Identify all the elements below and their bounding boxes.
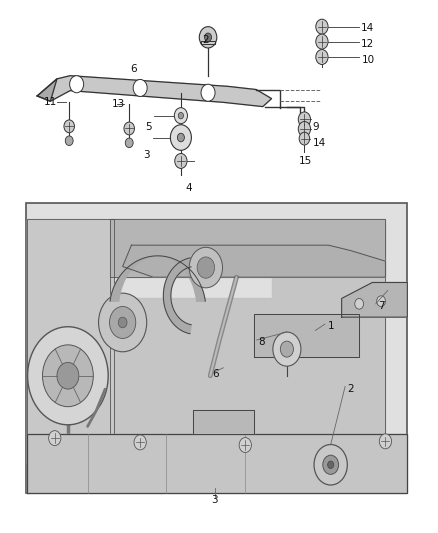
Text: 14: 14 — [313, 138, 326, 148]
Circle shape — [99, 293, 147, 352]
Circle shape — [175, 154, 187, 168]
Text: 12: 12 — [361, 39, 374, 49]
Circle shape — [134, 435, 146, 450]
Polygon shape — [110, 256, 205, 301]
Text: 6: 6 — [212, 369, 219, 379]
Circle shape — [355, 298, 364, 309]
Polygon shape — [342, 282, 407, 317]
Circle shape — [316, 34, 328, 49]
Circle shape — [197, 257, 215, 278]
Circle shape — [379, 434, 392, 449]
Text: 15: 15 — [299, 156, 312, 166]
Circle shape — [205, 33, 212, 42]
Text: 9: 9 — [312, 122, 319, 132]
Circle shape — [314, 445, 347, 485]
Circle shape — [323, 455, 339, 474]
Circle shape — [177, 133, 184, 142]
Polygon shape — [254, 314, 359, 357]
Circle shape — [57, 362, 79, 389]
Polygon shape — [27, 219, 114, 464]
Text: 7: 7 — [378, 302, 385, 311]
Text: 14: 14 — [361, 23, 374, 33]
Polygon shape — [37, 76, 272, 107]
Circle shape — [273, 332, 301, 366]
Circle shape — [298, 112, 311, 127]
Circle shape — [299, 132, 310, 145]
Circle shape — [170, 125, 191, 150]
Text: 11: 11 — [44, 98, 57, 107]
Text: 2: 2 — [202, 35, 209, 45]
Text: 5: 5 — [145, 122, 152, 132]
Text: 3: 3 — [143, 150, 150, 159]
Circle shape — [174, 108, 187, 124]
Circle shape — [201, 84, 215, 101]
Circle shape — [316, 19, 328, 34]
Text: 13: 13 — [112, 99, 125, 109]
Polygon shape — [163, 258, 191, 334]
Polygon shape — [37, 79, 57, 101]
Circle shape — [70, 76, 84, 93]
Circle shape — [124, 122, 134, 135]
Circle shape — [298, 122, 311, 136]
Polygon shape — [110, 224, 385, 464]
Polygon shape — [193, 410, 254, 434]
Circle shape — [189, 247, 223, 288]
Circle shape — [280, 341, 293, 357]
FancyBboxPatch shape — [26, 203, 407, 493]
Text: 2: 2 — [347, 384, 354, 394]
Circle shape — [125, 138, 133, 148]
Text: 1: 1 — [327, 321, 334, 331]
Circle shape — [65, 136, 73, 146]
Circle shape — [178, 112, 184, 119]
Circle shape — [133, 79, 147, 96]
Polygon shape — [110, 219, 385, 277]
Circle shape — [118, 317, 127, 328]
Text: 6: 6 — [130, 64, 137, 74]
Circle shape — [239, 438, 251, 453]
Text: 4: 4 — [185, 183, 192, 192]
Polygon shape — [27, 434, 407, 493]
Polygon shape — [123, 245, 385, 277]
Circle shape — [199, 27, 217, 48]
Circle shape — [377, 296, 385, 306]
Text: 8: 8 — [258, 337, 265, 347]
Circle shape — [49, 431, 61, 446]
Circle shape — [28, 327, 108, 425]
Circle shape — [64, 120, 74, 133]
Circle shape — [316, 50, 328, 64]
Polygon shape — [201, 41, 215, 44]
Circle shape — [42, 345, 93, 407]
Text: 10: 10 — [361, 55, 374, 64]
Circle shape — [110, 306, 136, 338]
Text: 3: 3 — [211, 495, 218, 505]
Circle shape — [328, 461, 334, 469]
